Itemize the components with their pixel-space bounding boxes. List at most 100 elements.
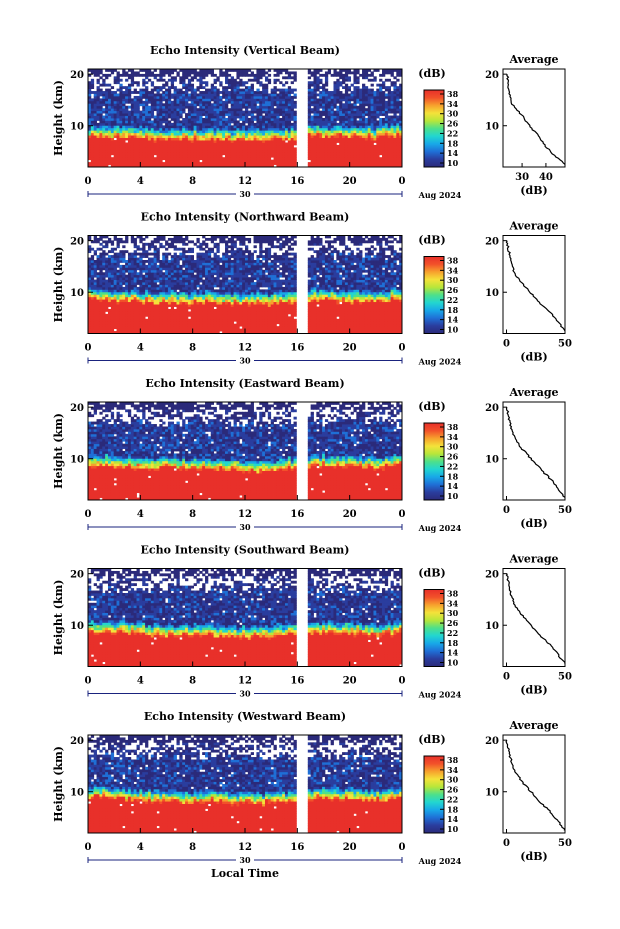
heatmap-cell [202,122,206,126]
heatmap-cell [199,86,203,89]
heatmap-cell [313,81,317,85]
heatmap-cell [102,122,106,126]
heatmap-cell [125,284,129,288]
heatmap-cell [185,142,189,146]
heatmap-cell [350,142,354,146]
heatmap-cell [187,154,192,158]
heatmap-cell [233,125,237,129]
heatmap-cell [373,98,377,102]
heatmap-cell [179,331,183,334]
heatmap-cell [93,289,97,293]
heatmap-cell [116,98,120,102]
heatmap-cell [90,260,95,263]
heatmap-cell [356,108,360,112]
heatmap-cell [107,135,112,138]
heatmap-cell [90,164,95,168]
heatmap-cell [256,88,260,92]
heatmap-cell [313,100,317,104]
heatmap-cell [353,140,357,143]
heatmap-cell [276,103,280,107]
heatmap-cell [88,277,92,280]
heatmap-cell [122,313,126,317]
heatmap-cell [133,108,137,112]
heatmap-cell [105,304,109,307]
heatmap-cell [179,279,183,283]
heatmap-cell [356,100,360,104]
heatmap-cell [167,100,172,104]
heatmap-cell [319,130,323,134]
heatmap-cell [119,115,123,119]
heatmap-cell [339,125,343,129]
heatmap-cell [116,76,120,80]
heatmap-cell [376,115,380,119]
heatmap-cell [150,71,155,75]
heatmap-cell [390,154,394,158]
heatmap-cell [162,135,166,138]
heatmap-cell [170,242,175,246]
heatmap-cell [399,142,403,146]
heatmap-cell [199,140,203,143]
heatmap-cell [173,262,177,266]
heatmap-cell [96,157,100,161]
heatmap-cell [319,110,323,114]
heatmap-cell [210,110,214,114]
heatmap-cell [88,260,92,263]
heatmap-cell [245,110,249,114]
heatmap-cell [196,135,200,138]
heatmap-cell [102,301,106,305]
heatmap-cell [179,137,183,141]
heatmap-cell [359,105,363,109]
heatmap-cell [276,159,280,163]
heatmap-cell [105,76,109,80]
heatmap-cell [113,321,117,325]
heatmap-cell [256,130,260,134]
heatmap-cell [153,323,157,327]
heatmap-cell [264,120,269,124]
heatmap-cell [130,323,135,327]
heatmap-cell [88,73,92,77]
heatmap-cell [216,100,220,104]
heatmap-cell [199,115,203,119]
heatmap-cell [125,154,129,158]
heatmap-cell [290,137,294,141]
heatmap-cell [205,159,209,163]
heatmap-cell [259,71,263,75]
heatmap-cell [170,286,175,290]
heatmap-cell [170,144,175,148]
heatmap-cell [150,157,155,161]
heatmap-cell [222,140,226,143]
heatmap-cell [139,252,143,256]
heatmap-cell [264,113,269,116]
heatmap-cell [96,118,100,121]
heatmap-cell [373,118,377,121]
heatmap-cell [159,164,163,168]
heatmap-cell [293,100,297,104]
heatmap-cell [210,154,214,158]
heatmap-cell [293,113,297,116]
heatmap-cell [150,282,155,285]
heatmap-cell [136,313,140,317]
heatmap-cell [110,110,115,114]
heatmap-cell [173,247,177,251]
heatmap-cell [210,113,214,116]
heatmap-cell [316,93,320,97]
heatmap-cell [316,110,320,114]
heatmap-cell [387,108,391,112]
heatmap-cell [99,328,103,332]
heatmap-cell [150,272,155,276]
heatmap-cell [259,81,263,85]
heatmap-cell [145,326,149,329]
heatmap-cell [219,154,223,158]
heatmap-cell [153,291,157,295]
heatmap-cell [165,286,169,290]
heatmap-cell [205,152,209,156]
heatmap-cell [273,115,277,119]
heatmap-cell [333,162,337,165]
heatmap-cell [179,304,183,307]
heatmap-cell [107,147,112,151]
heatmap-cell [316,149,320,153]
heatmap-cell [276,73,280,77]
heatmap-cell [167,274,172,278]
heatmap-cell [324,105,329,109]
heatmap-cell [347,98,352,102]
